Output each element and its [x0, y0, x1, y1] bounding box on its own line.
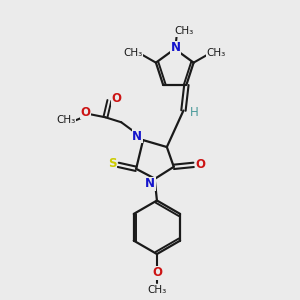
Text: S: S [108, 158, 117, 170]
Text: CH₃: CH₃ [207, 48, 226, 58]
Text: N: N [145, 177, 155, 190]
Text: O: O [81, 106, 91, 119]
Text: N: N [171, 41, 181, 55]
Text: CH₃: CH₃ [174, 26, 193, 36]
Text: N: N [132, 130, 142, 142]
Text: O: O [111, 92, 121, 105]
Text: O: O [196, 158, 206, 171]
Text: CH₃: CH₃ [124, 48, 143, 58]
Text: O: O [152, 266, 162, 279]
Text: H: H [190, 106, 199, 119]
Text: CH₃: CH₃ [147, 285, 167, 295]
Text: CH₃: CH₃ [56, 115, 75, 125]
